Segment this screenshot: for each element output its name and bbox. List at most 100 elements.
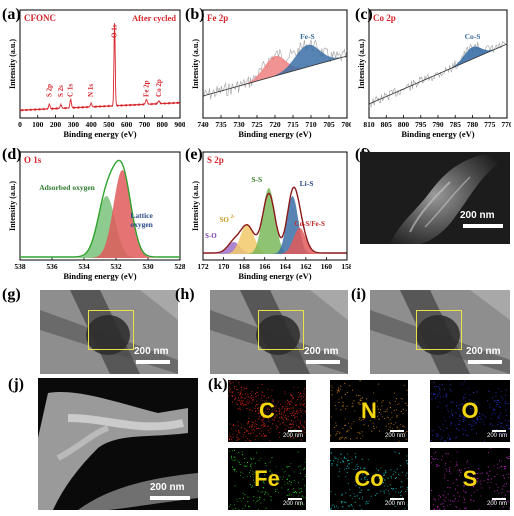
eds-dot bbox=[299, 394, 301, 396]
eds-dot bbox=[254, 423, 256, 425]
eds-dot bbox=[394, 505, 396, 507]
eds-dot bbox=[464, 380, 466, 382]
eds-dot bbox=[359, 403, 361, 405]
eds-dot bbox=[256, 392, 258, 393]
eds-dot bbox=[258, 412, 260, 414]
eds-dot bbox=[490, 423, 492, 425]
eds-dot bbox=[500, 396, 502, 398]
eds-dot bbox=[481, 472, 483, 474]
eds-dot bbox=[257, 441, 259, 442]
eds-dot bbox=[382, 482, 384, 484]
eds-dot bbox=[290, 400, 292, 402]
eds-dot bbox=[359, 417, 361, 419]
eds-dot bbox=[242, 394, 244, 396]
eds-dot bbox=[489, 406, 491, 408]
eds-dot bbox=[243, 434, 245, 436]
eds-dot bbox=[354, 453, 356, 454]
eds-dot bbox=[232, 433, 234, 435]
fit-peak-area bbox=[220, 224, 274, 254]
eds-dot bbox=[365, 409, 367, 410]
eds-dot bbox=[263, 425, 265, 427]
eds-dot bbox=[257, 403, 259, 405]
eds-dot bbox=[281, 412, 283, 414]
eds-dot bbox=[508, 420, 510, 422]
eds-dot bbox=[262, 417, 264, 419]
eds-dot bbox=[237, 425, 239, 427]
eds-dot bbox=[395, 477, 397, 478]
eds-dot bbox=[391, 417, 393, 418]
eds-dot bbox=[492, 408, 494, 410]
eds-dot bbox=[262, 481, 264, 483]
eds-dot bbox=[397, 425, 399, 427]
eds-dot bbox=[258, 498, 260, 500]
eds-dot bbox=[468, 399, 470, 401]
eds-dot bbox=[294, 492, 296, 493]
eds-dot bbox=[460, 413, 462, 415]
eds-dot bbox=[239, 394, 241, 396]
plot-title: Co 2p bbox=[373, 13, 396, 23]
eds-dot bbox=[341, 437, 343, 439]
eds-dot bbox=[504, 434, 506, 436]
x-axis-label: Binding energy (eV) bbox=[63, 129, 136, 139]
x-tick-label: 805 bbox=[381, 120, 393, 129]
eds-dot bbox=[337, 390, 339, 392]
eds-dot bbox=[495, 405, 497, 407]
eds-dot bbox=[250, 464, 252, 466]
eds-dot bbox=[371, 408, 373, 410]
eds-dot bbox=[469, 408, 471, 410]
eds-dot bbox=[231, 401, 233, 403]
eds-dot bbox=[436, 433, 438, 434]
eds-dot bbox=[274, 416, 276, 418]
eds-dot bbox=[463, 485, 465, 487]
plot-title: CFONC bbox=[24, 13, 56, 23]
eds-dot bbox=[258, 415, 260, 417]
eds-dot bbox=[474, 401, 476, 403]
eds-dot bbox=[388, 493, 390, 495]
eds-dot bbox=[271, 419, 273, 421]
eds-dot bbox=[254, 420, 256, 422]
eds-dot bbox=[401, 471, 403, 473]
x-tick-label: 170 bbox=[218, 262, 230, 271]
eds-dot bbox=[299, 465, 301, 467]
eds-dot bbox=[346, 392, 348, 393]
eds-dot bbox=[299, 504, 301, 506]
eds-dot bbox=[301, 439, 302, 441]
eds-dot bbox=[456, 451, 458, 453]
eds-dot bbox=[282, 417, 284, 419]
eds-dot bbox=[436, 508, 438, 510]
eds-dot bbox=[260, 405, 262, 407]
eds-dot bbox=[355, 394, 357, 396]
eds-dot bbox=[251, 391, 253, 393]
eds-dot bbox=[357, 432, 359, 433]
eds-dot bbox=[442, 503, 444, 505]
eds-dot bbox=[446, 394, 448, 396]
scale-label-j: 200 nm bbox=[150, 482, 185, 493]
eds-dot bbox=[296, 492, 298, 494]
eds-dot bbox=[263, 404, 265, 406]
eds-dot bbox=[286, 494, 288, 496]
eds-dot bbox=[461, 383, 463, 385]
map-element-label: C bbox=[259, 398, 275, 423]
eds-dot bbox=[290, 484, 292, 486]
eds-dot bbox=[243, 432, 245, 434]
eds-dot bbox=[462, 485, 464, 487]
eds-dot bbox=[263, 471, 265, 473]
eds-dot bbox=[431, 398, 433, 400]
eds-dot bbox=[353, 493, 355, 495]
eds-dot bbox=[483, 414, 485, 416]
plot-title: Fe 2p bbox=[207, 13, 228, 23]
eds-dot bbox=[252, 476, 254, 478]
eds-dot bbox=[346, 472, 348, 473]
eds-dot bbox=[264, 405, 266, 407]
eds-dot bbox=[358, 419, 360, 421]
eds-dot bbox=[238, 461, 240, 463]
eds-dot bbox=[341, 494, 343, 496]
eds-dot bbox=[287, 408, 289, 410]
eds-dot bbox=[264, 491, 266, 493]
eds-dot bbox=[288, 494, 290, 496]
eds-dot bbox=[389, 484, 391, 486]
eds-dot bbox=[459, 414, 461, 416]
eds-dot bbox=[498, 432, 500, 434]
eds-dot bbox=[301, 502, 303, 504]
eds-dot bbox=[378, 383, 380, 385]
